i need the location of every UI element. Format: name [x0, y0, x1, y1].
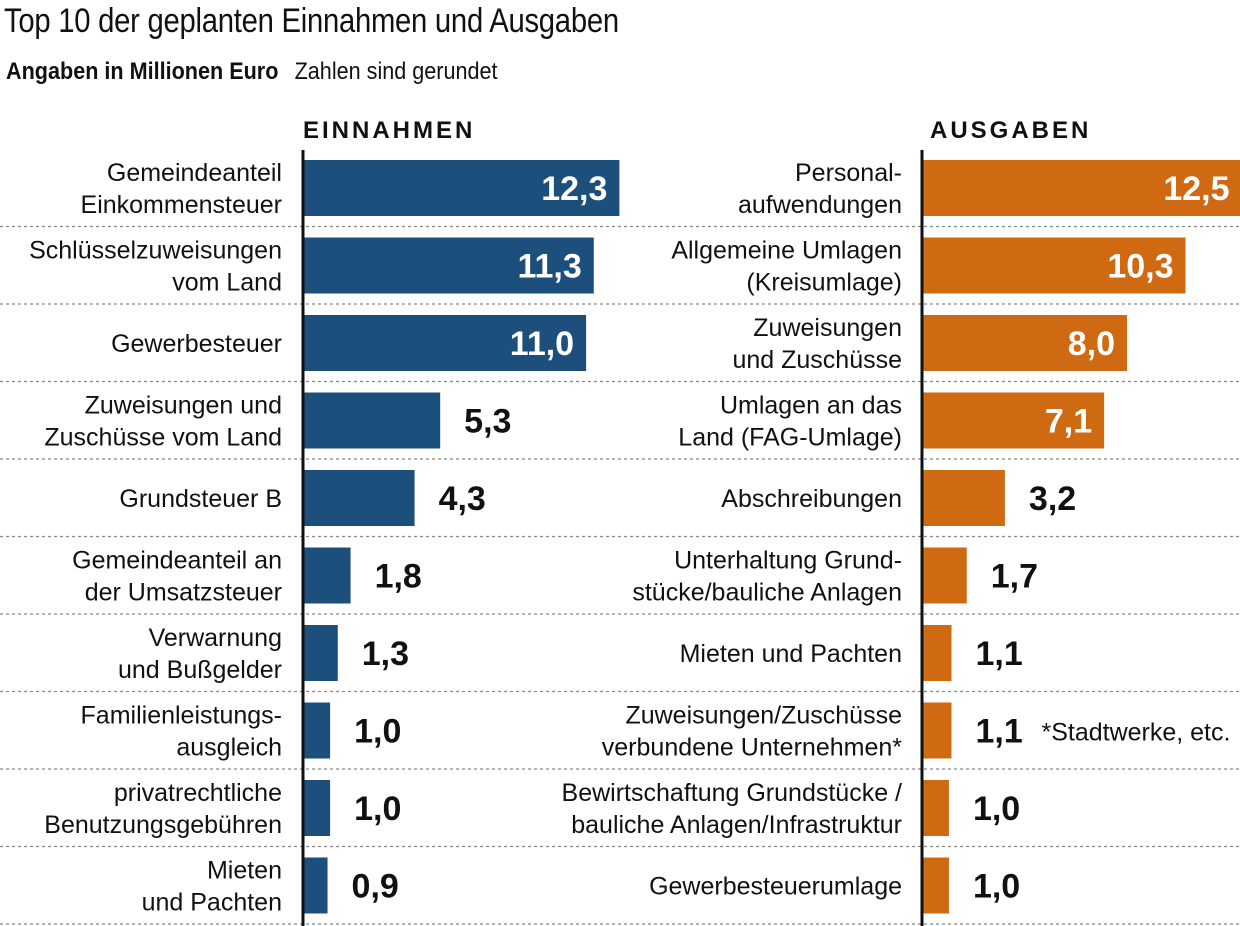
footnote: *Stadtwerke, etc.: [1041, 719, 1230, 747]
ausgaben-category-label: Abschreibungen: [721, 485, 902, 513]
chart-subtitle: Angaben in Millionen Euro Zahlen sind ger…: [6, 58, 498, 86]
ausgaben-value-label: 3,2: [1029, 480, 1076, 518]
einnahmen-bar: [304, 237, 594, 294]
einnahmen-bar: [304, 702, 331, 759]
ausgaben-category-label: Zuweisungen und Zuschüsse: [732, 314, 902, 374]
ausgaben-bar: [923, 702, 952, 759]
einnahmen-category-label: Schlüsselzuweisungen vom Land: [29, 237, 282, 297]
einnahmen-category-label: Gewerbesteuer: [111, 330, 282, 358]
einnahmen-value-label: 1,0: [354, 713, 401, 751]
einnahmen-bar: [304, 315, 587, 371]
ausgaben-category-label: Gewerbesteuerumlage: [649, 873, 902, 901]
ausgaben-category-label: Zuweisungen/Zuschüsse verbundene Unterneh…: [602, 702, 902, 762]
einnahmen-category-label: Gemeindeanteil Einkommensteuer: [81, 159, 282, 219]
ausgaben-value-label: 12,5: [1163, 170, 1229, 208]
einnahmen-heading: EINNAHMEN: [303, 117, 475, 144]
einnahmen-bar: [304, 160, 620, 216]
ausgaben-bar: [923, 547, 967, 604]
ausgaben-value-label: 8,0: [1068, 325, 1115, 363]
unit-note: Angaben in Millionen Euro: [6, 58, 279, 85]
einnahmen-value-label: 5,3: [464, 403, 511, 441]
einnahmen-category-label: Familienleistungs-ausgleich: [81, 702, 282, 762]
ausgaben-category-label: Personal-aufwendungen: [738, 159, 902, 219]
einnahmen-category-label: privatrechtliche Benutzungsgebühren: [44, 779, 282, 839]
ausgaben-bar: [923, 160, 1240, 216]
ausgaben-value-label: 1,7: [991, 558, 1038, 596]
ausgaben-bar: [923, 625, 952, 681]
einnahmen-bar: [304, 470, 415, 526]
ausgaben-category-label: Mieten und Pachten: [680, 640, 902, 668]
einnahmen-value-label: 12,3: [541, 170, 607, 208]
einnahmen-bar: [304, 857, 328, 914]
einnahmen-bar: [304, 392, 441, 449]
einnahmen-bar: [304, 780, 331, 836]
ausgaben-bar: [923, 237, 1186, 294]
ausgaben-bar: [923, 857, 949, 914]
einnahmen-category-label: Gemeindeanteil an der Umsatzsteuer: [72, 547, 282, 607]
einnahmen-category-label: Grundsteuer B: [119, 485, 282, 513]
einnahmen-value-label: 1,8: [375, 558, 422, 596]
ausgaben-bar: [923, 392, 1105, 449]
ausgaben-value-label: 1,0: [973, 868, 1020, 906]
ausgaben-category-label: Umlagen an das Land (FAG-Umlage): [678, 392, 902, 452]
einnahmen-bar: [304, 547, 351, 604]
einnahmen-value-label: 11,3: [517, 248, 581, 286]
chart-title: Top 10 der geplanten Einnahmen und Ausga…: [4, 2, 619, 40]
ausgaben-category-label: Allgemeine Umlagen (Kreisumlage): [671, 237, 902, 297]
ausgaben-value-label: 1,1: [975, 635, 1022, 673]
ausgaben-value-label: 10,3: [1107, 248, 1173, 286]
einnahmen-category-label: Zuweisungen und Zuschüsse vom Land: [44, 392, 282, 452]
rounding-note: Zahlen sind gerundet: [294, 58, 498, 85]
ausgaben-value-label: 1,1: [975, 713, 1022, 751]
ausgaben-value-label: 7,1: [1045, 403, 1092, 441]
einnahmen-value-label: 11,0: [510, 325, 574, 363]
einnahmen-category-label: Verwarnung und Bußgelder: [118, 624, 282, 684]
ausgaben-bar: [923, 780, 949, 836]
ausgaben-bar: [923, 315, 1128, 371]
ausgaben-bar: [923, 470, 1005, 526]
ausgaben-heading: AUSGABEN: [930, 117, 1091, 144]
ausgaben-category-label: Unterhaltung Grund-stücke/bauliche Anlag…: [632, 547, 902, 607]
ausgaben-value-label: 1,0: [973, 790, 1020, 828]
einnahmen-category-label: Mieten und Pachten: [142, 857, 282, 917]
einnahmen-value-label: 1,3: [362, 635, 409, 673]
ausgaben-category-label: Bewirtschaftung Grundstücke / bauliche An…: [562, 779, 902, 839]
einnahmen-bar: [304, 625, 338, 681]
einnahmen-value-label: 0,9: [352, 868, 399, 906]
einnahmen-value-label: 4,3: [439, 480, 486, 518]
einnahmen-value-label: 1,0: [354, 790, 401, 828]
